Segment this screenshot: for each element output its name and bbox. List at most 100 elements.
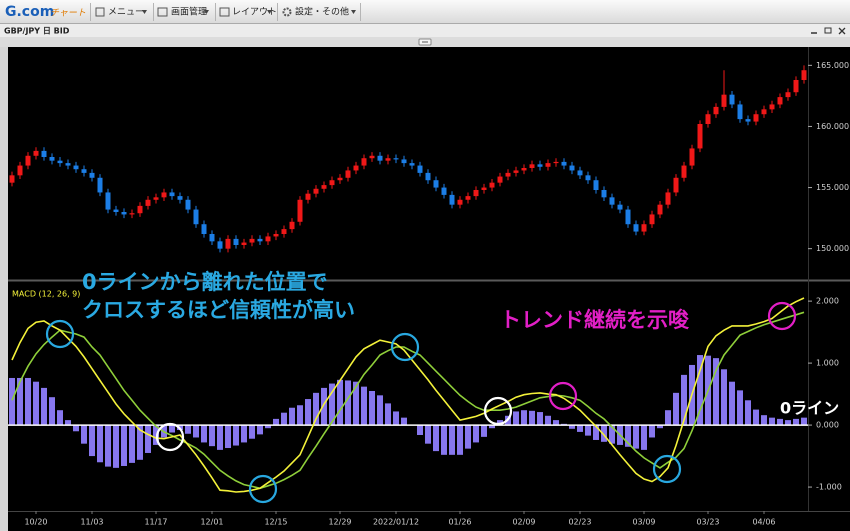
histogram-bar [425,425,431,444]
logo-sub: チャート [50,9,86,19]
histogram-bar [65,420,71,426]
histogram-bar [145,425,151,453]
candle-body [161,192,167,198]
close-button[interactable] [838,27,846,35]
candle-body [313,188,319,194]
candle-body [153,197,159,200]
candle-body [65,163,71,166]
x-tick-label: 02/23 [568,518,591,527]
screen-button[interactable]: 画面管理 [171,6,207,18]
histogram-bar [73,425,79,432]
y-tick-label: 160.000 [816,122,849,131]
candle-body [185,199,191,210]
histogram-bar [265,425,271,429]
candle-body [89,172,95,178]
histogram-bar [729,381,735,426]
histogram-bar [233,425,239,446]
x-tick-label: 02/09 [512,518,535,527]
histogram-bar [665,410,671,426]
candle-body [129,213,135,215]
candle-body [217,241,223,249]
histogram-bar [569,425,575,429]
candle-body [633,224,639,232]
annotation: トレンド継続を示唆 [500,308,690,332]
candle-body [297,199,303,222]
candle-body [713,106,719,115]
histogram-bar [241,425,247,443]
candle-body [33,150,39,156]
layout-button[interactable]: レイアウト [232,7,277,18]
candle-body [585,175,591,181]
x-tick-label: 12/15 [264,518,287,527]
settings-button[interactable]: 設定・その他 [295,6,349,18]
histogram-bar [153,425,159,445]
candle-body [57,160,63,164]
candle-body [353,165,359,171]
histogram-bar [641,425,647,450]
candle-body [769,104,775,110]
candle-body [617,204,623,210]
histogram-bar [633,425,639,449]
y-tick-label: 155.000 [816,183,849,192]
histogram-bar [9,377,15,426]
logo[interactable]: G.com [5,4,54,20]
candle-body [489,182,495,188]
candle-body [17,165,23,176]
histogram-bar [81,425,87,444]
histogram-bar [49,397,55,426]
restore-button[interactable] [824,27,832,34]
annotation: 0ライン [780,399,839,418]
candle-body [321,185,327,189]
cross-circle [652,454,682,484]
histogram-bar [25,377,31,426]
gear-icon [282,7,292,17]
dropdown-arrow [267,10,272,14]
histogram-bar [681,374,687,426]
histogram-bar [465,425,471,449]
candle-body [273,234,279,237]
indicator-title: MACD (12, 26, 9) [12,290,80,299]
candle-body [593,180,599,190]
candle-body [425,172,431,181]
candle-body [737,104,743,120]
candle-body [641,224,647,232]
candle-body [105,192,111,210]
y-tick-label: -1.000 [816,483,842,492]
histogram-bar [457,425,463,455]
candle-body [225,238,231,249]
candle-body [497,176,503,183]
histogram-bar [745,400,751,426]
histogram-bar [273,418,279,426]
candle-body [785,92,791,98]
histogram-bar [513,411,519,426]
histogram-bar [89,425,95,457]
histogram-bar [185,425,191,434]
candle-body [449,194,455,205]
macd-line [11,311,805,490]
cross-circle [155,422,185,452]
histogram-bar [489,425,495,429]
candle-body [345,170,351,178]
histogram-bar [393,411,399,426]
menu-button[interactable]: メニュー [108,8,144,18]
y-tick-label: 2.000 [816,297,839,306]
candle-body [257,238,263,242]
candle-body [481,187,487,190]
candle-body [465,196,471,200]
window-title: GBP/JPY 日 BID [4,27,70,36]
candle-body [473,190,479,197]
candle-body [553,161,559,164]
histogram-bar [769,417,775,426]
candle-body [441,187,447,195]
histogram-bar [137,425,143,460]
candle-body [761,109,767,115]
candle-body [177,196,183,200]
histogram-bar [329,383,335,426]
histogram-bar [793,418,799,426]
dropdown-arrow [351,10,356,14]
x-tick-label: 11/17 [144,518,167,527]
histogram-bar [401,417,407,426]
histogram-bar [553,420,559,426]
